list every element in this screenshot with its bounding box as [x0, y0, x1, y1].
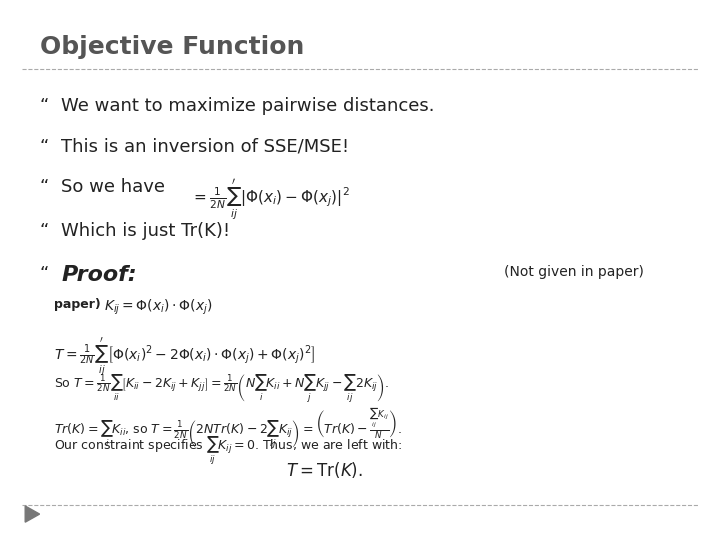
Text: “: “	[40, 138, 49, 156]
Text: $Tr(K) = \sum_i K_{ii}$, so $T = \frac{1}{2N}\left(2NTr(K) - 2\sum_{ij} K_{ij}\r: $Tr(K) = \sum_i K_{ii}$, so $T = \frac{1…	[54, 406, 402, 451]
Text: $K_{ij} = \Phi(x_i) \cdot \Phi(x_j)$: $K_{ij} = \Phi(x_i) \cdot \Phi(x_j)$	[104, 298, 213, 318]
Text: So we have: So we have	[61, 178, 165, 196]
Text: “: “	[40, 97, 49, 115]
Text: Proof:: Proof:	[61, 265, 137, 285]
Text: “: “	[40, 222, 49, 240]
Polygon shape	[25, 506, 40, 522]
Text: $= \frac{1}{2N}\sum_{ij}^{\prime}|\Phi(x_i) - \Phi(x_j)|^2$: $= \frac{1}{2N}\sum_{ij}^{\prime}|\Phi(x…	[191, 177, 350, 222]
Text: paper): paper)	[54, 298, 101, 311]
Text: “: “	[40, 265, 49, 282]
Text: Which is just Tr(K)!: Which is just Tr(K)!	[61, 222, 230, 240]
Text: We want to maximize pairwise distances.: We want to maximize pairwise distances.	[61, 97, 435, 115]
Text: “: “	[40, 178, 49, 196]
Text: This is an inversion of SSE/MSE!: This is an inversion of SSE/MSE!	[61, 138, 349, 156]
Text: Objective Function: Objective Function	[40, 35, 304, 59]
Text: Our constraint specifies $\sum_{ij} K_{ij} = 0$. Thus, we are left with:: Our constraint specifies $\sum_{ij} K_{i…	[54, 435, 402, 467]
Text: $T = \frac{1}{2N}\sum_{ij}^{\prime}\left[\Phi(x_i)^2 - 2\Phi(x_i)\cdot\Phi(x_j) : $T = \frac{1}{2N}\sum_{ij}^{\prime}\left…	[54, 336, 315, 379]
Text: So $T = \frac{1}{2N}\sum_{ii}\left[K_{ii} - 2K_{ij} + K_{jj}\right] = \frac{1}{2: So $T = \frac{1}{2N}\sum_{ii}\left[K_{ii…	[54, 373, 390, 405]
Text: $T = \mathrm{Tr}(K).$: $T = \mathrm{Tr}(K).$	[286, 460, 362, 480]
Text: (Not given in paper): (Not given in paper)	[504, 265, 644, 279]
